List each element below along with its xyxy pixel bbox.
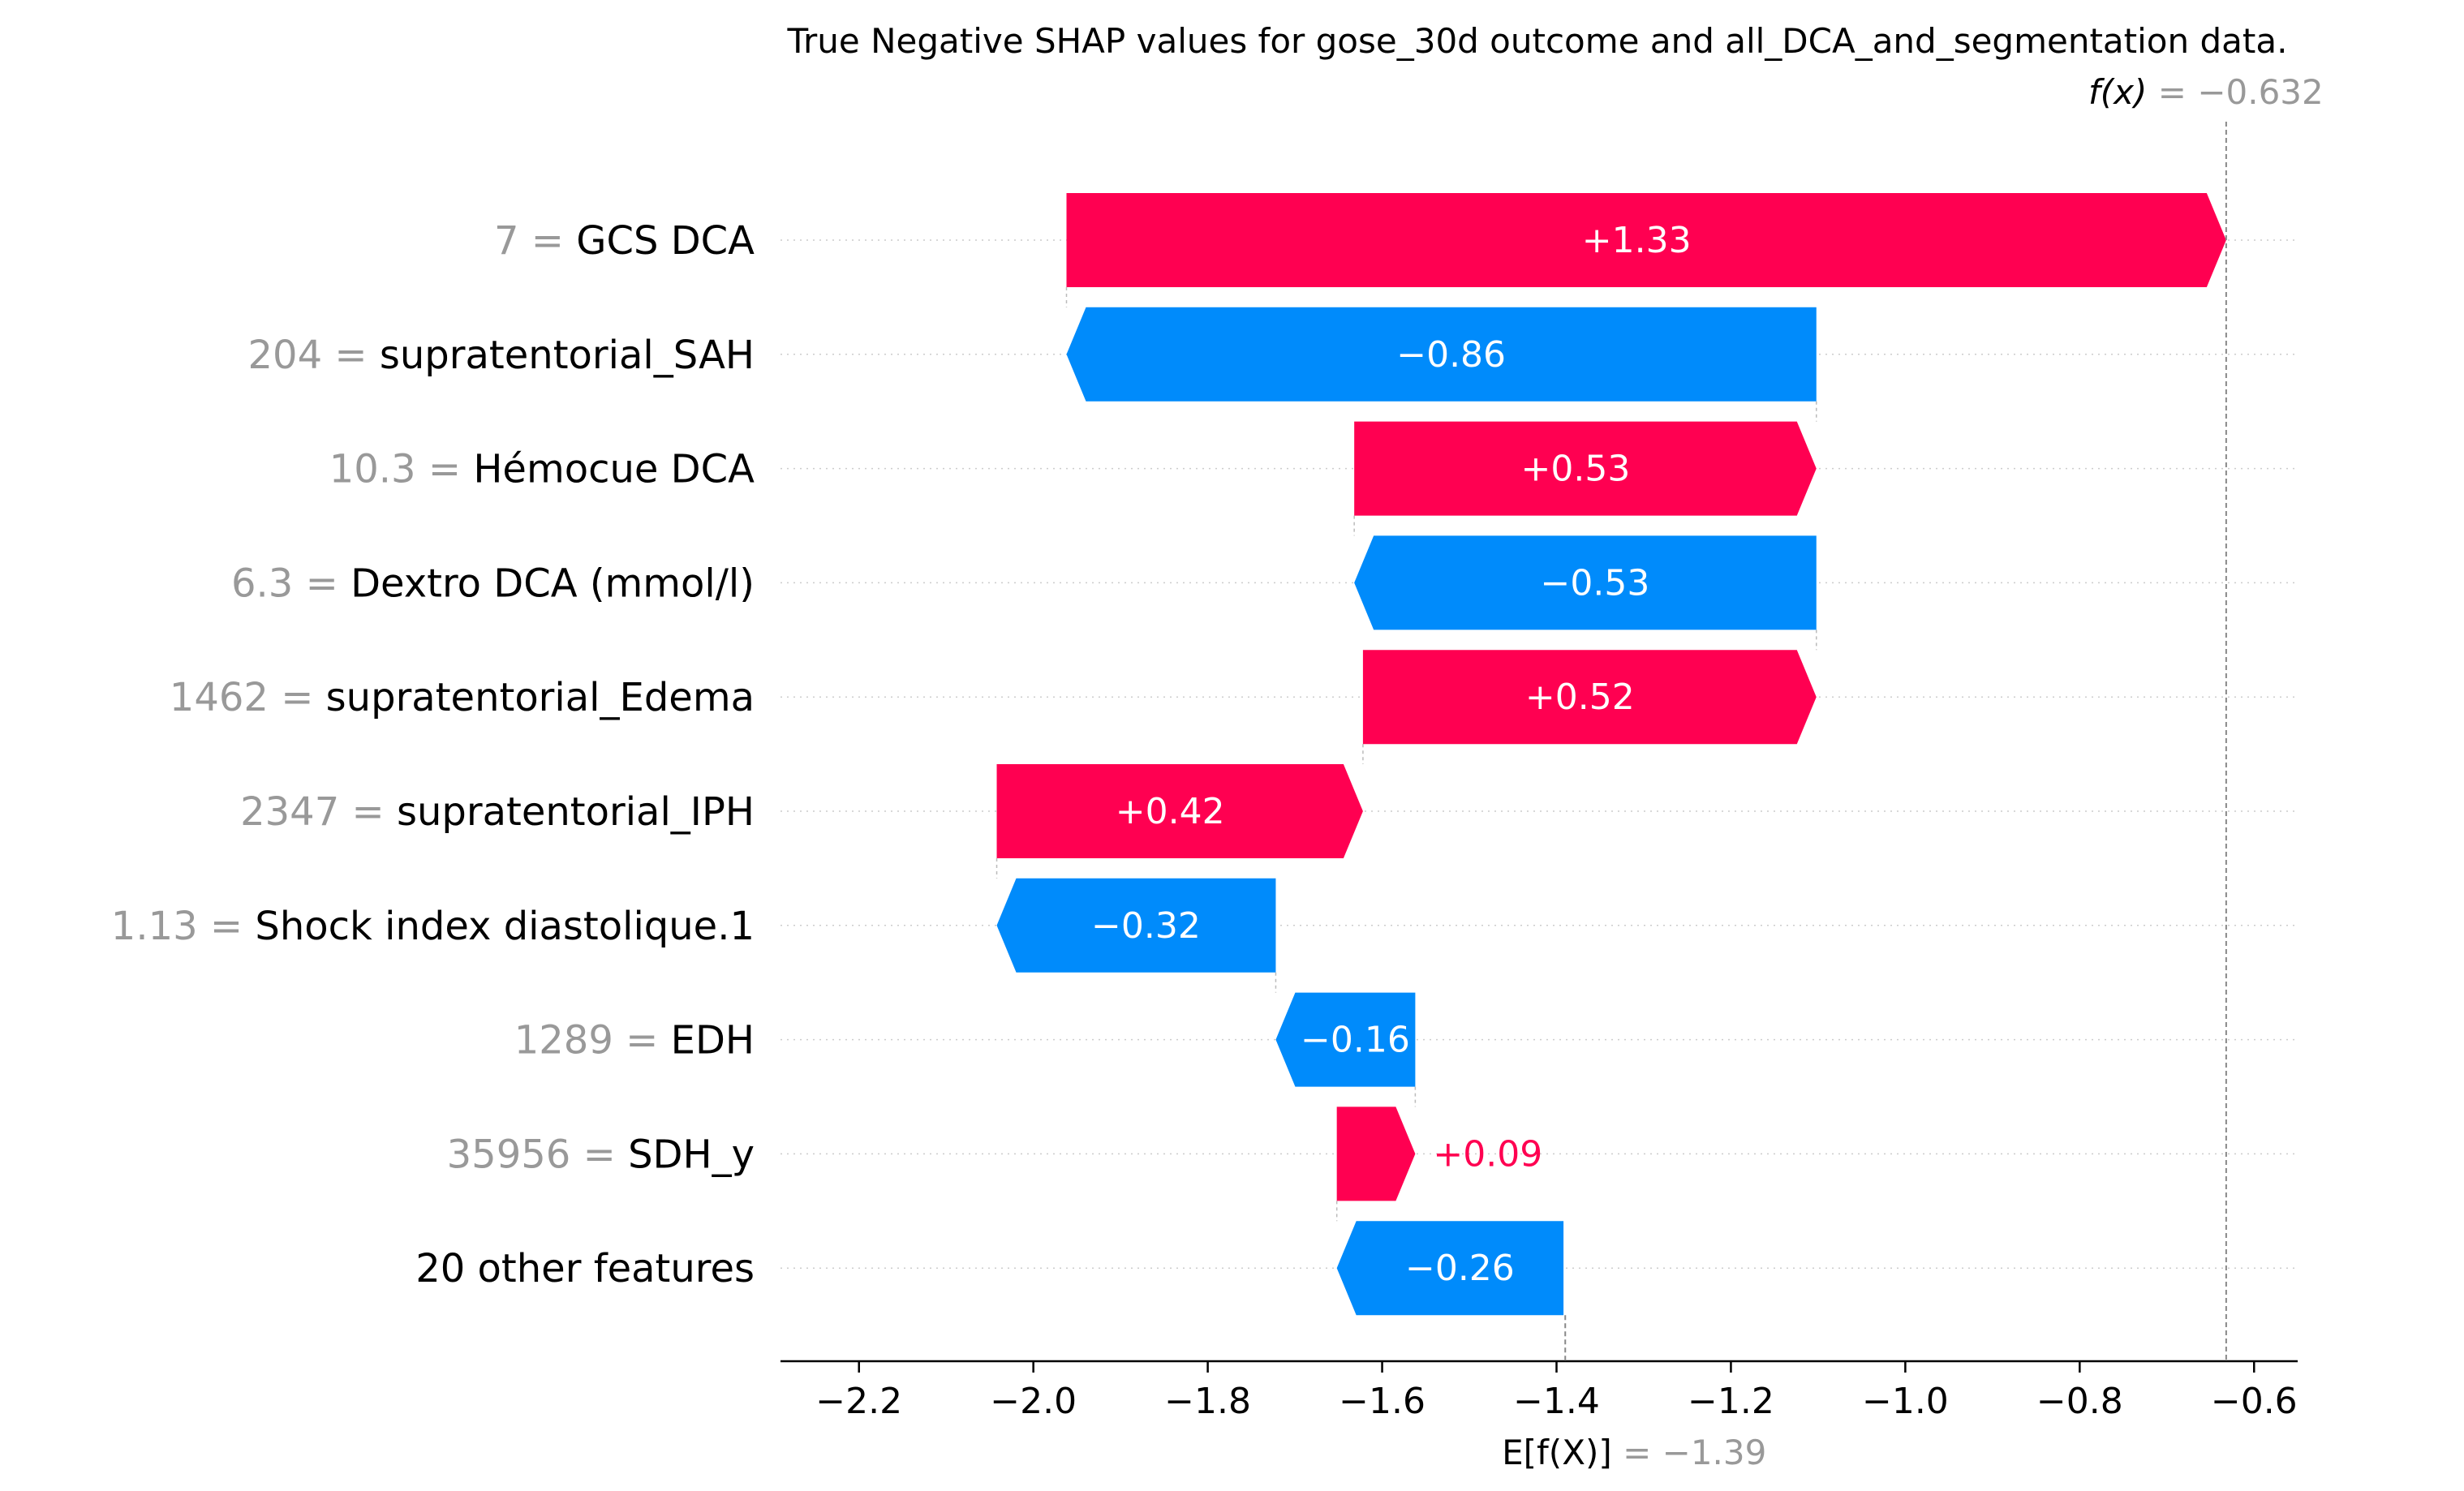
feature-label: 2347 = supratentorial_IPH [240, 789, 755, 835]
x-tick-label: −1.8 [1164, 1381, 1251, 1422]
x-tick-label: −2.0 [990, 1381, 1077, 1422]
feature-name: SDH_y [628, 1132, 755, 1177]
positive-shap-bar [996, 764, 1363, 858]
expected-label-value: −1.39 [1662, 1433, 1767, 1472]
x-tick-label: −0.6 [2211, 1381, 2298, 1422]
expected-value-label: E[f(X)] = −1.39 [1502, 1433, 1766, 1472]
feature-label: 1462 = supratentorial_Edema [170, 675, 755, 720]
x-tick-label: −1.4 [1513, 1381, 1600, 1422]
feature-value: 10.3 = [329, 447, 474, 492]
negative-shap-bar [996, 878, 1276, 973]
x-tick-label: −1.6 [1339, 1381, 1426, 1422]
bar-value-label: −0.53 [1541, 562, 1650, 604]
chart-title: True Negative SHAP values for gose_30d o… [787, 21, 2288, 61]
feature-label: 7 = GCS DCA [494, 218, 755, 264]
feature-label: 20 other features [415, 1246, 755, 1291]
expected-label-eq: = [1612, 1433, 1662, 1472]
feature-label: 10.3 = Hémocue DCA [329, 447, 755, 492]
fx-label-name: f(x) [2088, 72, 2147, 112]
feature-name: supratentorial_IPH [397, 789, 755, 835]
positive-shap-bar [1066, 193, 2226, 287]
bar-value-label: −0.16 [1301, 1020, 1410, 1061]
fx-label-value: −0.632 [2197, 72, 2323, 112]
bar-value-label: +0.52 [1525, 677, 1635, 718]
bar-value-label: −0.26 [1405, 1248, 1515, 1289]
bar-value-label: +1.33 [1582, 220, 1692, 261]
positive-shap-bar [1362, 650, 1817, 745]
feature-label: 35956 = SDH_y [447, 1132, 755, 1177]
feature-value: 1289 = [514, 1018, 671, 1063]
feature-name: Hémocue DCA [473, 447, 755, 492]
feature-labels: 7 = GCS DCA +1.33 204 = supratentorial_SAH… [111, 218, 1692, 1291]
x-tick-label: −0.8 [2036, 1381, 2123, 1422]
feature-value: 6.3 = [231, 561, 350, 606]
x-tick-label: −2.2 [815, 1381, 902, 1422]
feature-name: supratentorial_Edema [326, 675, 755, 720]
feature-name: supratentorial_SAH [380, 333, 755, 378]
bar-value-label: −0.86 [1396, 334, 1506, 376]
feature-value: 7 = [494, 218, 576, 264]
bars [996, 193, 2226, 1316]
bar-value-label: +0.53 [1521, 449, 1631, 490]
positive-shap-bar [1336, 1106, 1416, 1201]
fx-label-eq: = [2147, 72, 2197, 112]
feature-value: 204 = [248, 333, 380, 378]
bar-value-label: +0.42 [1116, 791, 1225, 832]
feature-name: GCS DCA [576, 218, 755, 264]
feature-label: 204 = supratentorial_SAH [248, 333, 755, 378]
feature-label: 1289 = EDH [514, 1018, 755, 1063]
feature-value: 2347 = [240, 789, 397, 835]
positive-shap-bar [1354, 421, 1817, 516]
negative-shap-bar [1336, 1221, 1564, 1316]
expected-label-name: E[f(X)] [1502, 1433, 1612, 1472]
x-tick-label: −1.2 [1688, 1381, 1774, 1422]
feature-name: Shock index diastolique.1 [255, 904, 755, 949]
feature-name: Dextro DCA (mmol/l) [350, 561, 755, 606]
negative-shap-bar [1354, 535, 1817, 630]
feature-value: 1.13 = [111, 904, 256, 949]
feature-label: 1.13 = Shock index diastolique.1 [111, 904, 755, 949]
bar-value-label: +0.09 [1433, 1133, 1542, 1175]
x-tick-label: −1.0 [1862, 1381, 1949, 1422]
x-axis-ticks: −2.2 −2.0 −1.8 −1.6 −1.4 −1.2 −1.0 −0.8 −0.6 [815, 1361, 2298, 1422]
negative-shap-bar [1275, 992, 1416, 1087]
fx-label: f(x) = −0.632 [2088, 72, 2324, 112]
feature-value: 35956 = [447, 1132, 628, 1177]
feature-label: 6.3 = Dextro DCA (mmol/l) [231, 561, 755, 606]
feature-name: 20 other features [415, 1246, 755, 1291]
negative-shap-bar [1066, 307, 1817, 402]
feature-name: EDH [671, 1018, 755, 1063]
bar-value-label: −0.32 [1091, 905, 1201, 947]
feature-value: 1462 = [170, 675, 326, 720]
